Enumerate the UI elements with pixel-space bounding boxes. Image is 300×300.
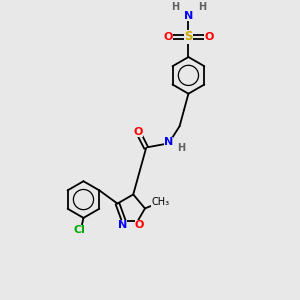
Text: O: O: [135, 220, 144, 230]
Text: N: N: [118, 220, 127, 230]
Text: N: N: [184, 11, 193, 21]
Text: H: H: [171, 2, 179, 12]
Text: Cl: Cl: [74, 225, 86, 235]
Text: H: H: [178, 143, 186, 153]
Text: O: O: [133, 127, 142, 136]
Text: O: O: [204, 32, 214, 42]
Text: N: N: [164, 137, 173, 148]
Text: S: S: [184, 30, 193, 44]
Text: H: H: [198, 2, 206, 12]
Text: O: O: [163, 32, 172, 42]
Text: CH₃: CH₃: [151, 197, 169, 207]
